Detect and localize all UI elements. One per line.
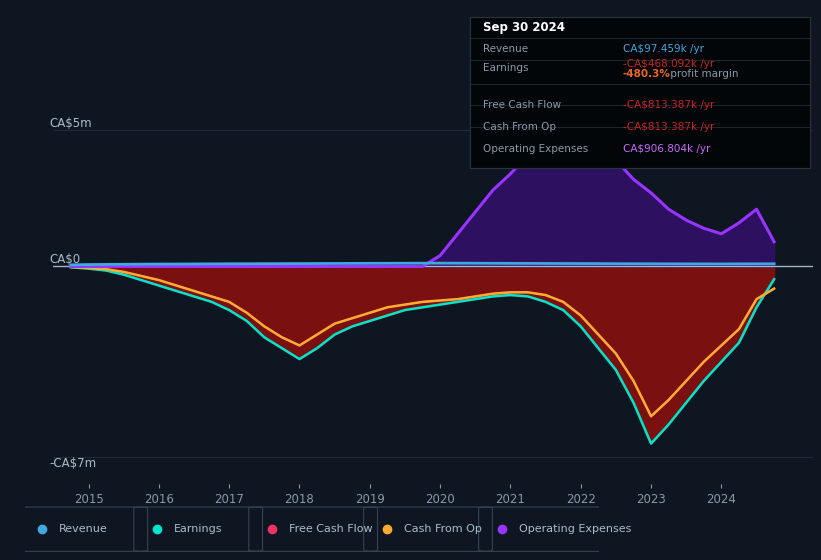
Text: Sep 30 2024: Sep 30 2024 [484, 21, 565, 34]
Text: Cash From Op: Cash From Op [484, 122, 557, 132]
Text: Operating Expenses: Operating Expenses [519, 524, 631, 534]
Text: -CA$813.387k /yr: -CA$813.387k /yr [623, 100, 714, 110]
Text: CA$5m: CA$5m [49, 117, 92, 130]
Text: -CA$813.387k /yr: -CA$813.387k /yr [623, 122, 714, 132]
Text: CA$0: CA$0 [49, 254, 80, 267]
Text: -480.3%: -480.3% [623, 69, 671, 79]
Text: CA$97.459k /yr: CA$97.459k /yr [623, 44, 704, 54]
Text: Operating Expenses: Operating Expenses [484, 143, 589, 153]
Text: Free Cash Flow: Free Cash Flow [289, 524, 373, 534]
Text: -CA$7m: -CA$7m [49, 457, 97, 470]
Text: Free Cash Flow: Free Cash Flow [484, 100, 562, 110]
Text: CA$906.804k /yr: CA$906.804k /yr [623, 143, 710, 153]
Text: Cash From Op: Cash From Op [404, 524, 482, 534]
Text: profit margin: profit margin [667, 69, 739, 79]
Text: -CA$468.092k /yr: -CA$468.092k /yr [623, 59, 714, 69]
Text: Earnings: Earnings [484, 63, 529, 73]
Text: Revenue: Revenue [484, 44, 529, 54]
Text: Earnings: Earnings [174, 524, 222, 534]
Text: Revenue: Revenue [59, 524, 108, 534]
